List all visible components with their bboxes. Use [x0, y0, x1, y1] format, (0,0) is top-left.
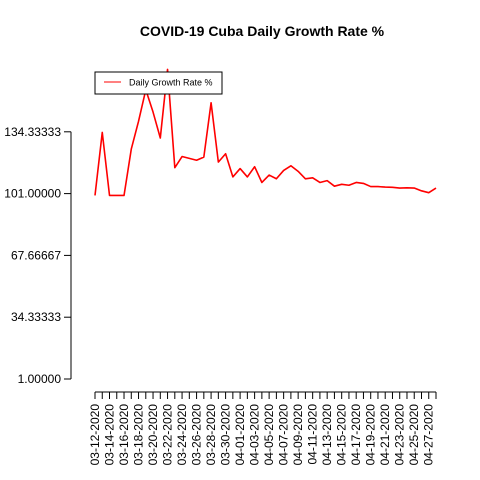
y-tick-label: 34.33333 — [11, 310, 61, 324]
y-tick-label: 134.33333 — [4, 125, 61, 139]
x-tick-label: 04-09-2020 — [291, 404, 305, 466]
x-tick-label: 03-22-2020 — [161, 404, 175, 466]
x-tick-label: 04-23-2020 — [393, 404, 407, 466]
x-tick-label: 04-11-2020 — [306, 404, 320, 465]
x-tick-label: 04-07-2020 — [277, 404, 291, 466]
x-tick-label: 03-28-2020 — [204, 404, 218, 466]
x-tick-label: 04-01-2020 — [233, 404, 247, 466]
x-tick-label: 04-03-2020 — [248, 404, 262, 466]
x-tick-label: 04-21-2020 — [378, 404, 392, 466]
x-tick-label: 03-12-2020 — [88, 404, 102, 466]
x-tick-label: 03-18-2020 — [132, 404, 146, 466]
x-tick-label: 03-20-2020 — [146, 404, 160, 466]
x-tick-label: 04-17-2020 — [349, 404, 363, 466]
x-tick-label: 03-24-2020 — [175, 404, 189, 466]
x-tick-label: 04-19-2020 — [364, 404, 378, 466]
x-tick-label: 04-15-2020 — [335, 404, 349, 466]
y-tick-label: 101.00000 — [4, 187, 61, 201]
y-tick-label: 1.00000 — [18, 372, 62, 386]
y-tick-label: 67.66667 — [11, 248, 61, 262]
x-tick-label: 03-14-2020 — [103, 404, 117, 466]
x-tick-label: 04-05-2020 — [262, 404, 276, 466]
x-tick-label: 04-13-2020 — [320, 404, 334, 466]
x-tick-label: 04-25-2020 — [407, 404, 421, 466]
x-tick-label: 03-30-2020 — [219, 404, 233, 466]
legend-label: Daily Growth Rate % — [129, 78, 213, 88]
chart-title: COVID-19 Cuba Daily Growth Rate % — [140, 23, 385, 39]
x-tick-label: 03-16-2020 — [117, 404, 131, 466]
legend: Daily Growth Rate % — [95, 72, 222, 94]
x-tick-label: 04-27-2020 — [422, 404, 436, 466]
x-tick-label: 03-26-2020 — [190, 404, 204, 466]
